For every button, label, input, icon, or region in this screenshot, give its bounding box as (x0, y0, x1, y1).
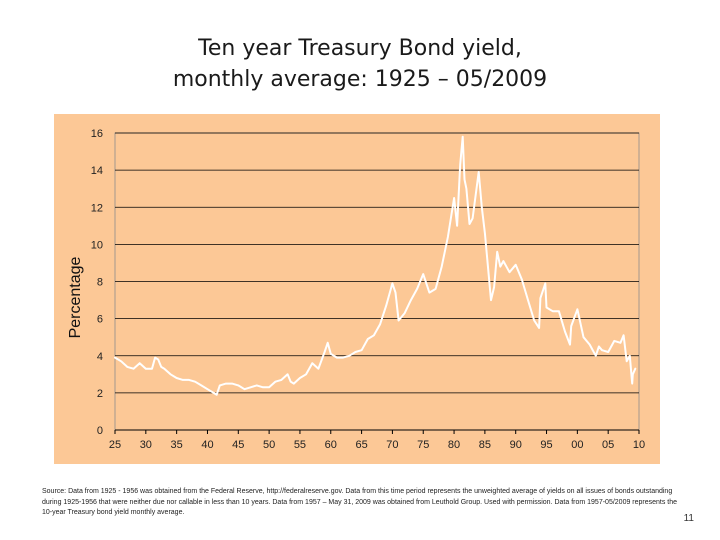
y-tick-label: 12 (91, 202, 103, 214)
x-tick-label: 35 (171, 439, 183, 451)
title-line-2: monthly average: 1925 – 05/2009 (172, 67, 548, 92)
x-tick-label: 55 (294, 439, 306, 451)
y-tick-label: 14 (91, 165, 103, 177)
y-tick-label: 0 (97, 425, 103, 437)
y-tick-label: 4 (97, 351, 103, 363)
y-tick-label: 2 (97, 388, 103, 400)
x-tick-label: 65 (355, 439, 367, 451)
y-tick-label: 8 (97, 277, 103, 289)
chart-panel: 0 2 4 6 8 10 12 14 16 25 30 35 40 45 50 55 60 65 70 75 80 85 9… (54, 114, 660, 464)
y-tick-label: 10 (91, 239, 103, 251)
x-tick-label: 30 (140, 439, 152, 451)
source-note: Source: Data from 1925 - 1956 was obtain… (42, 488, 678, 516)
x-tick-label: 25 (109, 439, 121, 451)
x-tick-label: 85 (479, 439, 491, 451)
x-tick-label: 80 (448, 439, 460, 451)
x-tick-label: 60 (325, 439, 337, 451)
slide-title: Ten year Treasury Bond yield, monthly av… (60, 33, 660, 95)
x-tick-label: 40 (201, 439, 213, 451)
y-tick-label: 6 (97, 314, 103, 326)
x-tick-label: 75 (417, 439, 429, 451)
line-chart: 0 2 4 6 8 10 12 14 16 25 30 35 40 45 50 55 60 65 70 75 80 85 9… (67, 128, 645, 451)
series-line-0 (114, 135, 637, 396)
page-number: 11 (683, 513, 694, 524)
x-tick-label: 00 (571, 439, 583, 451)
y-axis-label: Percentage (67, 256, 84, 338)
x-tick-label: 90 (510, 439, 522, 451)
x-tick-label: 50 (263, 439, 275, 451)
x-tick-label: 45 (232, 439, 244, 451)
y-tick-label: 16 (91, 128, 103, 140)
x-tick-label: 10 (633, 439, 645, 451)
x-tick-label: 95 (540, 439, 552, 451)
title-line-1: Ten year Treasury Bond yield, (198, 36, 522, 61)
x-tick-label: 70 (386, 439, 398, 451)
x-tick-label: 05 (602, 439, 614, 451)
